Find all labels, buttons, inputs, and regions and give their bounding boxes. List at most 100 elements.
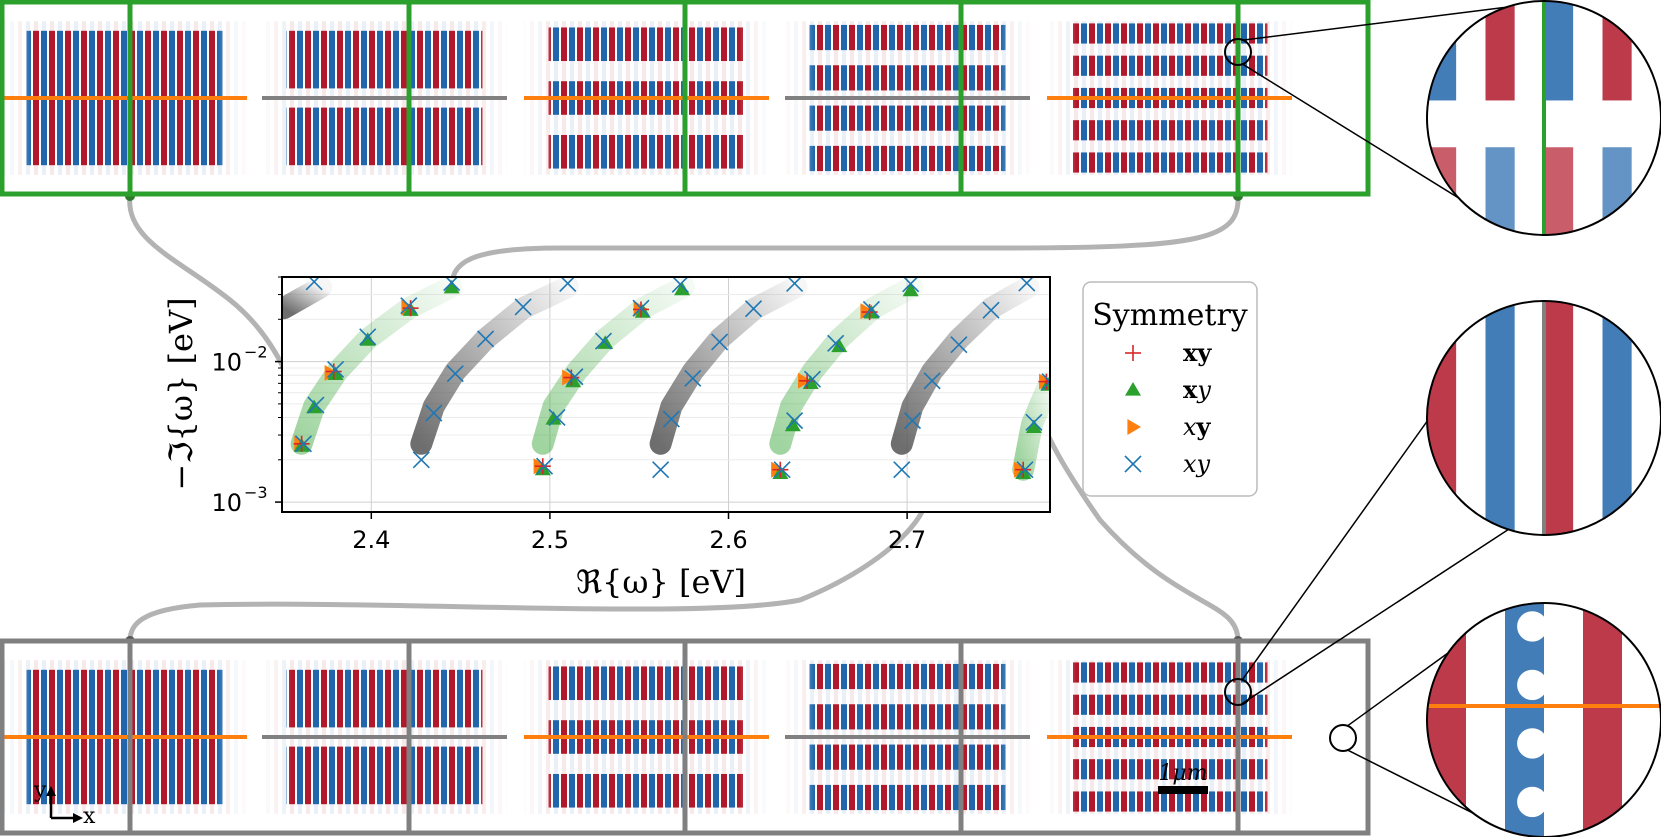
axes-indicator-x: x (83, 804, 96, 829)
chart-point-x-18 (632, 299, 650, 317)
x-tick-label-3: 2.6 (709, 526, 747, 554)
chart-point-x-34 (923, 372, 941, 390)
chart-point-x-28 (803, 370, 822, 388)
bottom-row-panels (0, 638, 1371, 836)
y-tick-exponent-1: −3 (244, 483, 268, 502)
top-panel-5 (1047, 2, 1292, 194)
chart-point-x-17 (594, 332, 613, 350)
chart-point-x-14 (535, 457, 554, 475)
chart-point-x-25 (786, 277, 804, 292)
chart-point-plus-10 (1015, 461, 1032, 478)
zoom-circle-3 (1329, 602, 1661, 837)
y-tick-exponent-2: −2 (244, 343, 268, 362)
chart-point-triangle-up-3 (327, 366, 344, 381)
chart-point-x-1 (294, 435, 312, 453)
chart-point-x-21 (662, 410, 680, 428)
top-panel-3 (524, 2, 769, 194)
chart-point-triangle-up-21 (1040, 377, 1050, 391)
chart-point-x-13 (559, 277, 577, 292)
chart-point-x-38 (1016, 461, 1034, 479)
chart-point-x-10 (446, 365, 464, 383)
y-tick-label-2: 10 (211, 349, 242, 377)
chart-point-x-3 (327, 360, 345, 378)
chart-point-x-36 (982, 301, 1000, 319)
bottom-panel-2 (262, 641, 507, 833)
top-panel-1 (2, 2, 247, 194)
x-tick-label-2: 2.5 (531, 526, 569, 554)
legend-label-1: xy (1183, 338, 1212, 367)
chart-point-x-11 (477, 330, 495, 348)
y-axis-label: −ℑ{ω} [eV] (162, 297, 200, 490)
x-tick-label-1: 2.4 (352, 526, 390, 554)
chart-point-x-7 (305, 277, 323, 291)
chart-band-2 (282, 277, 333, 320)
chart-point-x-8 (412, 451, 430, 469)
y-tick-label-1: 10 (211, 489, 242, 517)
chart-point-x-23 (711, 333, 729, 351)
bottom-panel-4 (785, 641, 1030, 833)
chart-point-x-39 (1025, 413, 1043, 431)
legend-marker-1 (1125, 345, 1141, 361)
chart-band-5 (649, 277, 808, 455)
bottom-panel-3 (524, 641, 769, 833)
axes-indicator: y x (33, 778, 96, 829)
chart-point-triangle-up-20 (1025, 419, 1042, 434)
top-panel-2 (262, 2, 507, 194)
chart-point-x-24 (744, 300, 763, 318)
chart-point-triangle-up-6 (443, 279, 460, 294)
bottom-panel-1 (2, 641, 247, 833)
chart-point-plus-6 (632, 301, 649, 318)
legend-label-3: xy (1183, 412, 1212, 441)
chart-point-x-19 (671, 277, 689, 293)
chart-point-triangle-up-4 (359, 332, 376, 346)
chart-point-plus-8 (799, 372, 816, 389)
legend-box (1082, 281, 1258, 497)
chart-point-x-15 (548, 408, 566, 427)
legend-marker-3 (1127, 419, 1141, 435)
chart-point-plus-7 (772, 461, 789, 478)
chart-point-plus-1 (293, 435, 310, 452)
chart-point-triangle-up-12 (674, 281, 691, 296)
chart-point-plus-11 (1038, 373, 1050, 390)
connector-curve-2 (449, 193, 1241, 293)
mode-chart: 2.4 2.5 2.6 2.710−310−2 (211, 276, 1051, 554)
chart-point-x-22 (684, 369, 702, 387)
chart-point-triangle-up-9 (565, 373, 582, 388)
chart-point-x-2 (307, 396, 325, 414)
chart-point-x-5 (400, 297, 418, 315)
legend-title: Symmetry (1092, 298, 1248, 333)
zoom-circles (1224, 0, 1661, 837)
chart-band-6 (769, 277, 924, 455)
bottom-panel-5 (1047, 641, 1292, 833)
legend: Symmetry xy xy xy xy (1082, 281, 1258, 497)
x-tick-label-4: 2.7 (888, 526, 926, 554)
axes-indicator-y: y (33, 778, 47, 803)
chart-point-x-27 (786, 412, 804, 430)
legend-label-2: xy (1183, 375, 1211, 404)
x-axis-label: ℜ{ω} [eV] (576, 563, 746, 601)
chart-band-3 (410, 277, 579, 455)
legend-label-4: xy (1183, 450, 1211, 478)
chart-point-x-33 (903, 412, 922, 430)
chart-point-x-30 (862, 300, 880, 319)
top-panel-4 (785, 2, 1030, 194)
legend-marker-4 (1124, 455, 1142, 473)
chart-point-triangle-up-16 (831, 338, 848, 353)
scale-bar-label: 1μm (1158, 761, 1207, 786)
connector-curve-4 (127, 470, 930, 644)
chart-point-x-26 (773, 461, 791, 479)
chart-point-x-12 (514, 298, 532, 316)
top-row-panels (0, 0, 1371, 197)
chart-point-x-40 (1041, 373, 1050, 391)
chart-point-x-16 (566, 368, 584, 386)
chart-point-x-29 (827, 334, 845, 352)
chart-point-triangle-right-9 (860, 303, 875, 320)
scale-bar: 1μm (1158, 761, 1208, 794)
chart-point-plus-4 (534, 458, 551, 475)
legend-marker-2 (1125, 382, 1141, 396)
chart-point-x-4 (359, 328, 377, 346)
chart-point-x-32 (893, 461, 911, 479)
chart-point-triangle-up-14 (784, 417, 801, 432)
chart-point-x-31 (902, 277, 920, 293)
